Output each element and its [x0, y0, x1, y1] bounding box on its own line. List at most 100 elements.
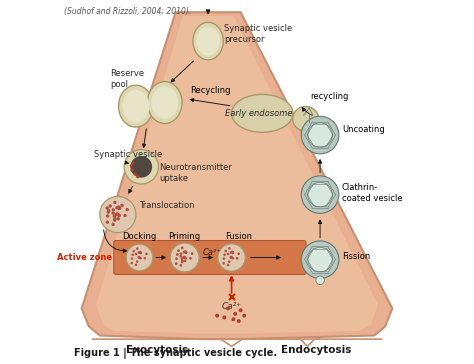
Ellipse shape	[316, 276, 324, 285]
Circle shape	[232, 251, 234, 254]
Text: Translocation: Translocation	[139, 201, 195, 210]
Circle shape	[111, 211, 115, 215]
Circle shape	[222, 316, 227, 320]
Circle shape	[139, 252, 142, 254]
Circle shape	[237, 253, 240, 255]
Text: Ca²⁺: Ca²⁺	[203, 248, 221, 257]
Circle shape	[185, 251, 188, 254]
Text: Endocytosis: Endocytosis	[281, 345, 352, 355]
Circle shape	[131, 253, 134, 256]
Circle shape	[181, 257, 183, 260]
Circle shape	[138, 256, 140, 258]
Circle shape	[135, 253, 137, 255]
Circle shape	[229, 256, 232, 259]
Circle shape	[136, 247, 138, 250]
Text: Synaptic vesicle: Synaptic vesicle	[94, 150, 163, 159]
Circle shape	[115, 206, 118, 209]
Circle shape	[120, 203, 124, 207]
Circle shape	[136, 260, 138, 263]
Ellipse shape	[130, 156, 152, 178]
Ellipse shape	[218, 244, 246, 271]
Ellipse shape	[292, 107, 319, 131]
Ellipse shape	[170, 243, 199, 272]
Circle shape	[133, 250, 135, 253]
Ellipse shape	[196, 27, 220, 56]
Text: Reserve
pool: Reserve pool	[110, 70, 145, 89]
Circle shape	[131, 257, 133, 260]
Circle shape	[137, 251, 140, 254]
Circle shape	[233, 312, 237, 316]
Circle shape	[115, 213, 118, 216]
FancyBboxPatch shape	[114, 241, 306, 274]
Circle shape	[184, 251, 187, 254]
Circle shape	[137, 256, 140, 259]
Circle shape	[237, 319, 241, 323]
Circle shape	[131, 161, 135, 165]
Ellipse shape	[100, 197, 136, 233]
Circle shape	[117, 205, 120, 209]
Circle shape	[227, 253, 229, 255]
Circle shape	[230, 256, 232, 258]
Text: Exocytosis: Exocytosis	[127, 345, 189, 355]
Circle shape	[144, 257, 146, 260]
Circle shape	[136, 175, 139, 178]
Ellipse shape	[308, 123, 332, 147]
Circle shape	[223, 253, 226, 256]
Polygon shape	[82, 12, 392, 339]
Circle shape	[181, 246, 183, 249]
Text: Synaptic vesicle
precursor: Synaptic vesicle precursor	[224, 24, 292, 44]
Text: recycling: recycling	[310, 92, 348, 101]
Circle shape	[183, 260, 186, 262]
Circle shape	[107, 209, 110, 213]
Circle shape	[123, 214, 127, 217]
Circle shape	[175, 262, 178, 265]
Ellipse shape	[122, 90, 149, 122]
Circle shape	[238, 308, 243, 312]
Circle shape	[226, 306, 230, 310]
Circle shape	[231, 252, 234, 254]
Circle shape	[130, 169, 134, 172]
Circle shape	[118, 214, 121, 217]
Circle shape	[230, 256, 233, 259]
Circle shape	[184, 250, 187, 253]
Ellipse shape	[308, 182, 332, 207]
Circle shape	[230, 251, 232, 254]
Circle shape	[180, 255, 182, 258]
Circle shape	[223, 257, 225, 260]
Circle shape	[113, 218, 117, 222]
Text: Figure 1 | The synaptic vesicle cycle.: Figure 1 | The synaptic vesicle cycle.	[74, 348, 278, 359]
Circle shape	[191, 252, 193, 255]
Circle shape	[113, 214, 116, 218]
Circle shape	[139, 257, 142, 260]
Circle shape	[182, 256, 185, 258]
Circle shape	[228, 260, 230, 263]
Circle shape	[118, 206, 121, 210]
Circle shape	[130, 164, 133, 167]
Circle shape	[106, 206, 109, 210]
Circle shape	[176, 253, 179, 256]
Ellipse shape	[193, 22, 223, 60]
Circle shape	[118, 207, 121, 210]
Circle shape	[135, 264, 137, 266]
Ellipse shape	[118, 85, 153, 127]
Circle shape	[222, 262, 225, 265]
Circle shape	[225, 250, 227, 252]
Ellipse shape	[232, 94, 293, 132]
Circle shape	[139, 252, 142, 254]
Text: Docking: Docking	[122, 232, 156, 241]
Circle shape	[107, 210, 110, 214]
Circle shape	[180, 264, 182, 267]
Circle shape	[182, 256, 185, 259]
Circle shape	[181, 261, 183, 263]
Circle shape	[111, 208, 115, 211]
Circle shape	[139, 251, 141, 253]
Ellipse shape	[301, 241, 339, 278]
Text: Fusion: Fusion	[225, 232, 252, 241]
Circle shape	[236, 257, 238, 260]
Circle shape	[111, 223, 115, 226]
Text: Active zone: Active zone	[57, 253, 112, 262]
Circle shape	[231, 257, 234, 260]
Circle shape	[113, 201, 117, 204]
Circle shape	[116, 212, 119, 215]
Ellipse shape	[151, 86, 178, 119]
